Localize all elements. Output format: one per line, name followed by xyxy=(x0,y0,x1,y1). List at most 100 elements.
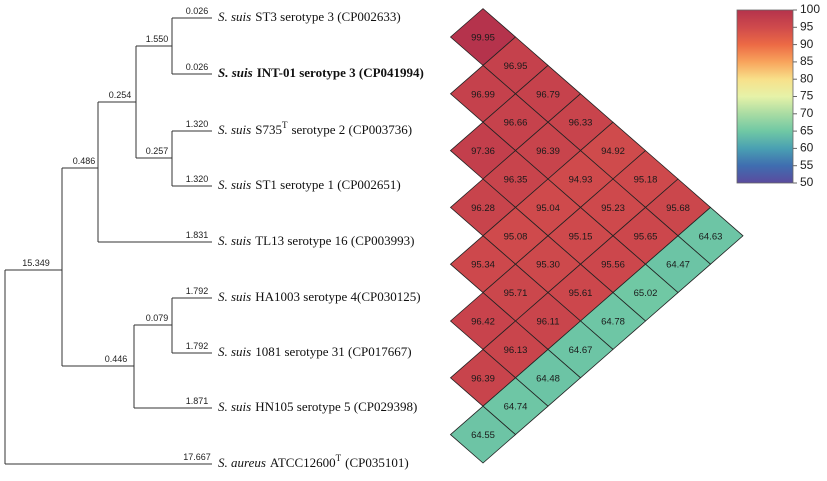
cell-value: 64.78 xyxy=(601,317,625,328)
cell-value: 94.92 xyxy=(601,146,625,157)
branch-length: 0.026 xyxy=(186,6,209,16)
branch-length: 0.486 xyxy=(73,156,96,166)
cell-value: 96.11 xyxy=(536,317,559,328)
leaf-label: S. aureus ATCC12600T (CP035101) xyxy=(218,453,409,470)
leaf-label: S. suis TL13 serotype 16 (CP003993) xyxy=(218,233,414,248)
cell-value: 96.95 xyxy=(504,61,528,72)
cell-value: 95.61 xyxy=(569,288,593,299)
colorbar-tick-label: 55 xyxy=(800,158,814,172)
cell-value: 95.68 xyxy=(666,203,690,214)
cell-value: 94.93 xyxy=(569,175,593,186)
species: S. suis xyxy=(218,65,253,80)
cell-value: 96.99 xyxy=(471,89,495,100)
branch-length: 0.257 xyxy=(146,146,169,156)
colorbar-tick-label: 90 xyxy=(800,37,814,51)
colorbar-tick-label: 70 xyxy=(800,106,814,120)
cell-value: 96.39 xyxy=(536,146,560,157)
colorbar-tick-label: 95 xyxy=(800,19,814,33)
cell-value: 95.04 xyxy=(536,203,560,214)
species: S. suis xyxy=(218,344,251,359)
cell-value: 95.23 xyxy=(601,203,625,214)
strain: ST1 serotype 1 (CP002651) xyxy=(255,177,401,192)
cell-value: 96.13 xyxy=(504,345,528,356)
colorbar-tick-label: 85 xyxy=(800,54,814,68)
colorbar-tick-label: 80 xyxy=(800,71,814,85)
cell-value: 95.30 xyxy=(536,260,560,271)
cell-value: 99.95 xyxy=(471,33,495,44)
colorbar-gradient xyxy=(736,9,794,184)
branch-length: 0.026 xyxy=(186,62,209,72)
superscript: T xyxy=(336,453,342,463)
heat-cell xyxy=(449,405,517,464)
branch-length: 1.871 xyxy=(186,396,209,406)
leaf-labels: S. suis ST3 serotype 3 (CP002633) S. suis I… xyxy=(218,9,424,470)
leaf-label: S. suis HA1003 serotype 4(CP030125) xyxy=(218,289,421,304)
strain: HN105 serotype 5 (CP029398) xyxy=(255,399,417,414)
branch-length: 17.667 xyxy=(183,452,211,462)
cell-value: 64.55 xyxy=(471,430,495,441)
species: S. suis xyxy=(218,9,251,24)
branch-length: 1.831 xyxy=(186,230,209,240)
species: S. aureus xyxy=(218,455,266,470)
branch-length: 1.550 xyxy=(146,34,169,44)
cell-value: 95.08 xyxy=(504,231,528,242)
colorbar: 100 95 90 85 80 75 70 65 60 55 50 xyxy=(736,2,820,189)
cell-value: 96.33 xyxy=(569,118,593,129)
colorbar-tick-label: 50 xyxy=(800,175,814,189)
colorbar-tick-label: 65 xyxy=(800,123,814,137)
suffix: (CP035101) xyxy=(345,455,409,470)
leaf-label: S. suis ST1 serotype 1 (CP002651) xyxy=(218,177,401,192)
branch-length: 1.320 xyxy=(186,119,209,129)
leaf-label: S. suis S735T serotype 2 (CP003736) xyxy=(218,120,412,137)
colorbar-tick-label: 100 xyxy=(800,2,820,16)
superscript: T xyxy=(282,120,288,130)
branch-length: 1.792 xyxy=(186,286,209,296)
cell-value: 96.42 xyxy=(471,317,495,328)
cell-value: 64.63 xyxy=(699,231,723,242)
cell-value: 96.35 xyxy=(504,175,528,186)
branch-length: 0.079 xyxy=(146,313,169,323)
cell-value: 95.56 xyxy=(601,260,625,271)
branch-length: 15.349 xyxy=(22,258,50,268)
colorbar-tick-label: 60 xyxy=(800,141,814,155)
cell-value: 96.66 xyxy=(504,118,528,129)
species: S. suis xyxy=(218,289,251,304)
cell-value: 96.79 xyxy=(536,89,560,100)
strain: ATCC12600 xyxy=(270,455,336,470)
branch-length: 0.446 xyxy=(105,354,128,364)
cell-value: 95.34 xyxy=(471,260,495,271)
cell-value: 97.36 xyxy=(471,146,495,157)
cell-value: 64.48 xyxy=(536,373,560,384)
cell-value: 64.74 xyxy=(504,402,528,413)
branch-length: 1.792 xyxy=(186,341,209,351)
species: S. suis xyxy=(218,122,251,137)
cell-value: 95.18 xyxy=(634,175,658,186)
strain: TL13 serotype 16 (CP003993) xyxy=(255,233,414,248)
leaf-label: S. suis ST3 serotype 3 (CP002633) xyxy=(218,9,401,24)
strain: INT-01 serotype 3 (CP041994) xyxy=(257,65,424,80)
cell-value: 96.28 xyxy=(471,203,495,214)
suffix: serotype 2 (CP003736) xyxy=(291,122,412,137)
strain: HA1003 serotype 4(CP030125) xyxy=(255,289,420,304)
cell-value: 95.65 xyxy=(634,231,658,242)
colorbar-tick-label: 75 xyxy=(800,89,814,103)
branch-labels: 0.026 0.026 1.550 1.320 1.320 0.257 0.25… xyxy=(22,6,211,462)
cell-value: 64.67 xyxy=(569,345,593,356)
strain: 1081 serotype 31 (CP017667) xyxy=(255,344,411,359)
species: S. suis xyxy=(218,399,251,414)
cell-value: 95.71 xyxy=(504,288,528,299)
strain: ST3 serotype 3 (CP002633) xyxy=(255,9,401,24)
branch-length: 1.320 xyxy=(186,174,209,184)
cell-value: 64.47 xyxy=(666,260,690,271)
leaf-label: S. suis 1081 serotype 31 (CP017667) xyxy=(218,344,412,359)
species: S. suis xyxy=(218,233,251,248)
leaf-label: S. suis INT-01 serotype 3 (CP041994) xyxy=(218,65,424,80)
tree-branches xyxy=(4,17,212,465)
cell-value: 96.39 xyxy=(471,373,495,384)
species: S. suis xyxy=(218,177,251,192)
leaf-label: S. suis HN105 serotype 5 (CP029398) xyxy=(218,399,417,414)
strain: S735 xyxy=(255,122,282,137)
cell-value: 65.02 xyxy=(634,288,658,299)
branch-length: 0.254 xyxy=(109,90,132,100)
